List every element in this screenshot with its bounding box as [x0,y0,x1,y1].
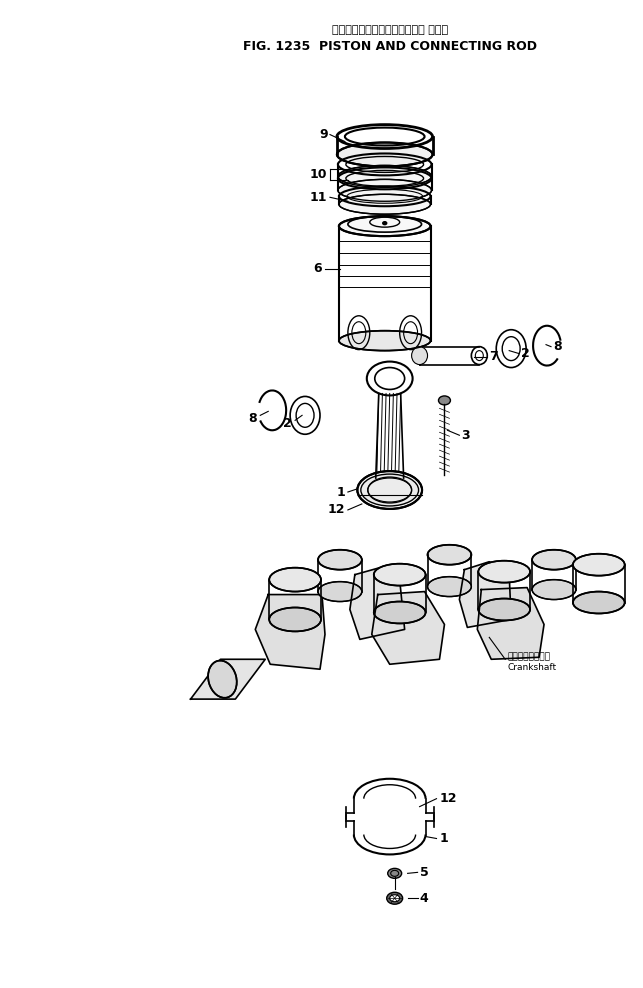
Ellipse shape [339,195,431,214]
Ellipse shape [374,602,426,623]
Ellipse shape [338,180,431,202]
Ellipse shape [390,895,400,902]
Ellipse shape [383,221,386,224]
Text: 2: 2 [284,417,292,430]
Text: 4: 4 [420,892,428,905]
Ellipse shape [269,608,321,631]
Ellipse shape [361,474,419,506]
Ellipse shape [358,471,422,509]
Polygon shape [255,595,325,669]
Text: 7: 7 [489,350,498,364]
Polygon shape [459,562,511,627]
Text: 8: 8 [249,412,257,425]
Ellipse shape [439,396,451,405]
Ellipse shape [208,661,237,698]
Ellipse shape [386,892,403,904]
Ellipse shape [428,577,471,597]
Ellipse shape [269,568,321,592]
Ellipse shape [532,549,576,570]
Ellipse shape [318,549,362,570]
Polygon shape [190,659,266,700]
Ellipse shape [339,216,431,236]
Polygon shape [477,588,544,659]
Text: 8: 8 [553,340,561,353]
Text: 5: 5 [420,865,428,879]
Polygon shape [350,568,404,639]
Text: 3: 3 [462,429,470,442]
Text: 2: 2 [521,347,530,360]
Ellipse shape [388,868,402,878]
Text: 11: 11 [309,191,327,204]
Ellipse shape [338,165,431,188]
Ellipse shape [573,553,625,576]
Text: 12: 12 [439,792,457,805]
Ellipse shape [428,544,471,565]
Text: 1: 1 [439,832,448,845]
Ellipse shape [337,142,433,166]
Ellipse shape [374,564,426,586]
Text: 6: 6 [313,263,322,276]
Ellipse shape [573,592,625,614]
Ellipse shape [339,331,431,351]
Ellipse shape [478,561,530,583]
Text: 1: 1 [336,485,345,499]
Text: 9: 9 [320,128,328,141]
Ellipse shape [532,580,576,600]
Text: ピストンおよびコネクティング ロッド: ピストンおよびコネクティング ロッド [332,25,448,35]
Ellipse shape [478,599,530,620]
Ellipse shape [412,347,428,365]
Text: 12: 12 [327,504,345,517]
Ellipse shape [318,582,362,602]
Text: FIG. 1235  PISTON AND CONNECTING ROD: FIG. 1235 PISTON AND CONNECTING ROD [242,41,537,53]
Text: 10: 10 [309,168,327,181]
Polygon shape [372,592,444,664]
Text: Crankshaft: Crankshaft [507,663,556,672]
Text: クランクシャフト: クランクシャフト [507,653,550,662]
